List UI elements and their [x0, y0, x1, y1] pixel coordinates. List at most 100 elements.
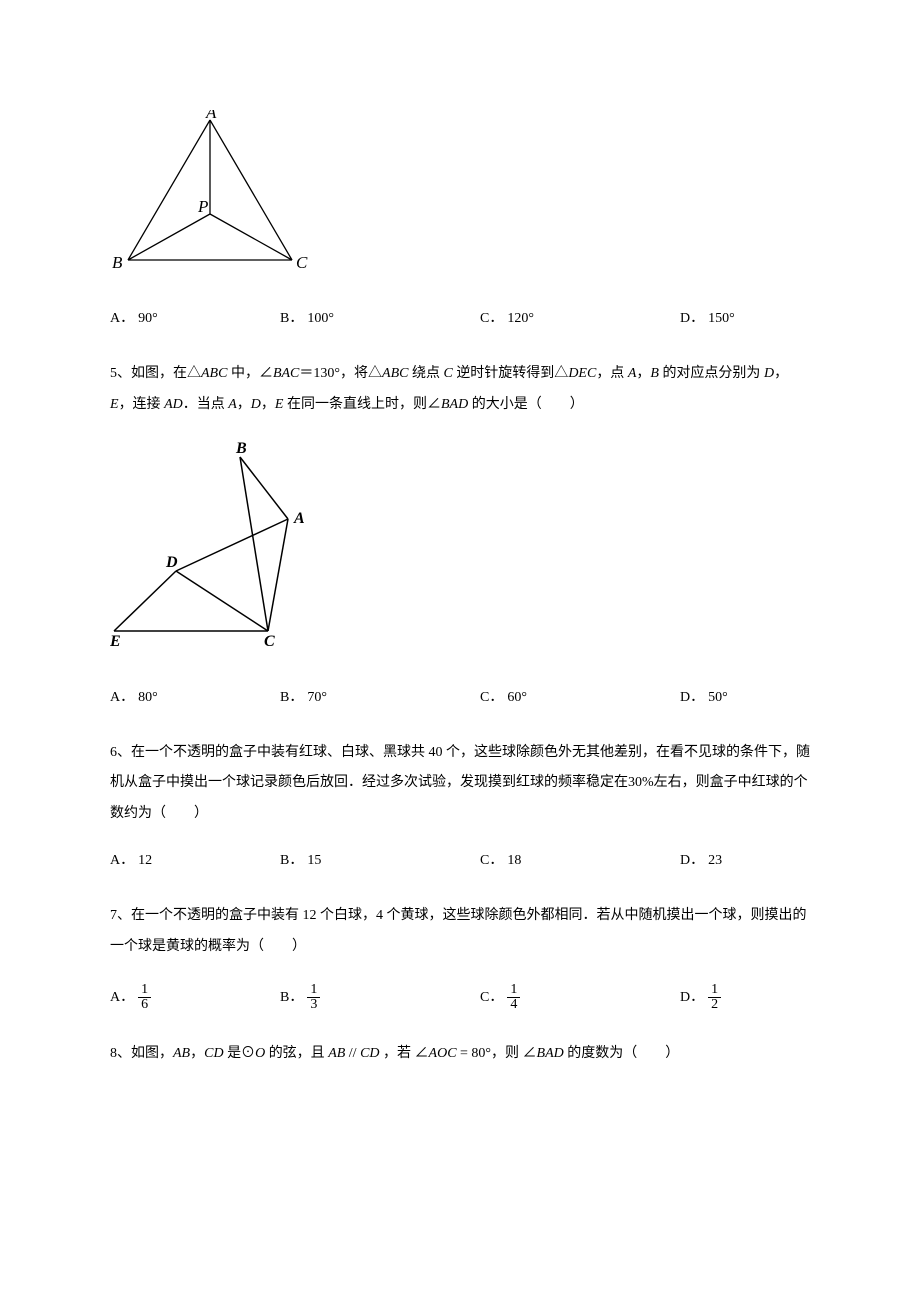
q4-opt-a-label: A． [110, 308, 134, 329]
q8-t2: ， [190, 1046, 204, 1061]
q6-opt-a-label: A． [110, 850, 134, 871]
q4-opt-d[interactable]: D． 150° [680, 308, 810, 329]
q5-opt-b[interactable]: B． 70° [280, 687, 480, 708]
q7-opt-d-label: D． [680, 987, 704, 1008]
q5-t1: 5、如图，在△ [110, 366, 201, 381]
q7-opt-a-label: A． [110, 987, 134, 1008]
q7-stem: 7、在一个不透明的盒子中装有 12 个白球，4 个黄球，这些球除颜色外都相同．若… [110, 901, 810, 963]
q5-bad: BAD [441, 397, 468, 412]
q7-opt-d[interactable]: D． 12 [680, 983, 810, 1013]
q5-abc1: ABC [201, 366, 227, 381]
q7-opt-d-frac: 12 [708, 983, 721, 1013]
q7-opt-b-label: B． [280, 987, 303, 1008]
q6-stem: 6、在一个不透明的盒子中装有红球、白球、黑球共 40 个，这些球除颜色外无其他差… [110, 738, 810, 830]
q5-t2: 中，∠ [227, 366, 273, 381]
svg-text:D: D [165, 554, 178, 571]
svg-text:E: E [110, 633, 121, 650]
q8-t3: 是⊙ [224, 1046, 256, 1061]
q4-figure: A B C P [110, 110, 810, 280]
q5-ad: AD [164, 397, 183, 412]
q5-t14: 在同一条直线上时，则∠ [283, 397, 441, 412]
q7-b-den: 3 [307, 998, 320, 1013]
q5-opt-b-text: 70° [307, 687, 327, 708]
q8-t5: ，若 ∠ [380, 1046, 429, 1061]
q5-bac: BAC [273, 366, 299, 381]
q5-t13: ， [261, 397, 275, 412]
q8-t6: = 80°，则 ∠ [457, 1046, 537, 1061]
q5-svg: ABCDE [110, 441, 320, 651]
q4-opt-b[interactable]: B． 100° [280, 308, 480, 329]
q5-t3: ＝130°，将△ [299, 366, 382, 381]
q4-svg: A B C P [110, 110, 310, 280]
q6-opt-d[interactable]: D． 23 [680, 850, 810, 871]
q6-opt-b-text: 15 [307, 850, 321, 871]
svg-text:B: B [112, 253, 123, 272]
q8-o: O [255, 1046, 265, 1061]
q6-opt-a[interactable]: A． 12 [110, 850, 280, 871]
q5-abc2: ABC [382, 366, 408, 381]
q4-opt-c-text: 120° [507, 308, 534, 329]
svg-text:P: P [197, 197, 208, 216]
q7-c-num: 1 [507, 983, 520, 999]
q4-opt-b-label: B． [280, 308, 303, 329]
q8-t4: 的弦，且 [265, 1046, 328, 1061]
q7-opt-a[interactable]: A． 16 [110, 983, 280, 1013]
q6-opt-b[interactable]: B． 15 [280, 850, 480, 871]
q5-opt-c[interactable]: C． 60° [480, 687, 680, 708]
q8-t7: 的度数为（ ） [564, 1046, 680, 1061]
q5-options: A． 80° B． 70° C． 60° D． 50° [110, 687, 810, 708]
q4-opt-d-text: 150° [708, 308, 735, 329]
q5-opt-d-text: 50° [708, 687, 728, 708]
q7-opt-c-label: C． [480, 987, 503, 1008]
q5-t9: ， [774, 366, 788, 381]
q5-opt-d[interactable]: D． 50° [680, 687, 810, 708]
q5-d: D [764, 366, 774, 381]
q5-opt-a-label: A． [110, 687, 134, 708]
q5-t7: ， [636, 366, 650, 381]
q7-d-den: 2 [708, 998, 721, 1013]
q5-t11: ．当点 [183, 397, 229, 412]
q4-opt-c[interactable]: C． 120° [480, 308, 680, 329]
q5-opt-c-label: C． [480, 687, 503, 708]
q5-opt-c-text: 60° [507, 687, 527, 708]
q5-b: B [650, 366, 659, 381]
q6-options: A． 12 B． 15 C． 18 D． 23 [110, 850, 810, 871]
q8-ab: AB [173, 1046, 190, 1061]
q7-opt-c-frac: 14 [507, 983, 520, 1013]
q4-opt-b-text: 100° [307, 308, 334, 329]
q5-t12: ， [237, 397, 251, 412]
q4-opt-a[interactable]: A． 90° [110, 308, 280, 329]
q5-t5: 逆时针旋转得到△ [453, 366, 569, 381]
q7-a-den: 6 [138, 998, 151, 1013]
q5-opt-b-label: B． [280, 687, 303, 708]
q5-figure: ABCDE [110, 441, 810, 651]
q4-opt-a-text: 90° [138, 308, 158, 329]
q5-a2: A [228, 397, 237, 412]
q5-t15: 的大小是（ ） [468, 397, 584, 412]
q8-stem: 8、如图，AB，CD 是⊙O 的弦，且 AB // CD ，若 ∠AOC = 8… [110, 1039, 810, 1070]
q8-cd: CD [204, 1046, 223, 1061]
q5-c: C [443, 366, 452, 381]
q6-opt-c-label: C． [480, 850, 503, 871]
svg-text:A: A [205, 110, 217, 122]
q7-a-num: 1 [138, 983, 151, 999]
q5-dec: DEC [568, 366, 596, 381]
q7-opt-b-frac: 13 [307, 983, 320, 1013]
q7-options: A． 16 B． 13 C． 14 D． 12 [110, 983, 810, 1013]
q8-ab2: AB [328, 1046, 345, 1061]
q6-opt-c-text: 18 [507, 850, 521, 871]
q6-opt-d-text: 23 [708, 850, 722, 871]
q7-opt-b[interactable]: B． 13 [280, 983, 480, 1013]
q5-t4: 绕点 [408, 366, 443, 381]
q8-t1: 8、如图， [110, 1046, 173, 1061]
q7-b-num: 1 [307, 983, 320, 999]
svg-text:C: C [264, 633, 275, 650]
q6-opt-c[interactable]: C． 18 [480, 850, 680, 871]
q7-opt-c[interactable]: C． 14 [480, 983, 680, 1013]
svg-text:C: C [296, 253, 308, 272]
q5-opt-d-label: D． [680, 687, 704, 708]
q5-opt-a[interactable]: A． 80° [110, 687, 280, 708]
q5-d2: D [251, 397, 261, 412]
q5-t6: ，点 [596, 366, 628, 381]
q6-opt-b-label: B． [280, 850, 303, 871]
